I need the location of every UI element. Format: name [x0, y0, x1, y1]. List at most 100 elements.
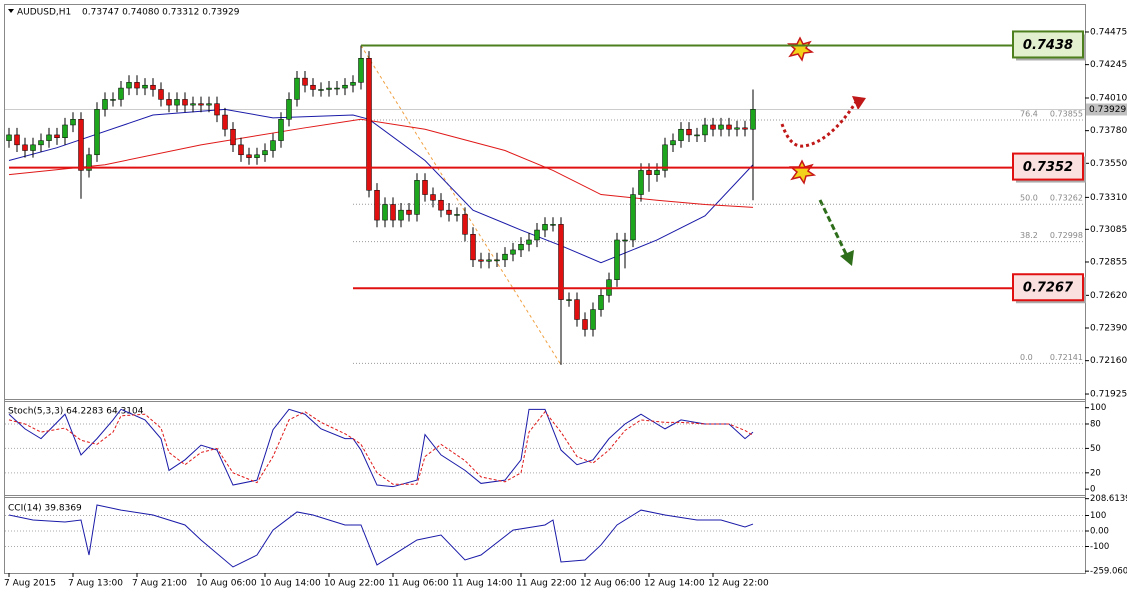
indicator-line — [8, 410, 754, 485]
level-label: 0.7267 — [1023, 281, 1074, 296]
fib-level: 0.0 — [1020, 353, 1033, 362]
candle-body — [118, 87, 124, 100]
candle-body — [94, 109, 100, 156]
down-arrow — [818, 199, 848, 255]
candle-body — [214, 103, 220, 116]
candle-body — [318, 89, 324, 91]
x-tick-label: 7 Aug 2015 — [4, 579, 56, 589]
candle-body — [454, 214, 460, 216]
candle-body — [614, 239, 620, 280]
candle-body — [278, 119, 284, 141]
fib-level: 38.2 — [1020, 231, 1038, 240]
candle-body — [694, 134, 700, 137]
candle-body — [246, 154, 252, 158]
candle-body — [630, 194, 636, 241]
indicator-line — [8, 504, 754, 568]
y-tick-label: -259.0600 — [1090, 567, 1127, 577]
candle-body — [574, 299, 580, 320]
symbol: AUDUSD,H1 — [17, 8, 71, 18]
y-tick-label: 0.71925 — [1090, 390, 1127, 400]
candle-body — [542, 224, 548, 231]
candle-body — [14, 134, 20, 146]
y-tick-label: 208.6139 — [1090, 494, 1127, 504]
candle-body — [478, 259, 484, 262]
candle-body — [30, 144, 36, 151]
candle-body — [702, 124, 708, 136]
candle-body — [310, 84, 316, 90]
indicator-line — [8, 118, 754, 208]
candle-body — [462, 214, 468, 235]
candle-body — [654, 170, 660, 175]
candle-body — [174, 99, 180, 106]
up-arrowhead — [852, 96, 866, 110]
level-label: 0.7438 — [1023, 38, 1073, 53]
candle-body — [550, 224, 556, 226]
level-box-bg — [1012, 152, 1084, 181]
candle-body — [238, 144, 244, 156]
candle-body — [126, 82, 132, 89]
candle-body — [190, 103, 196, 106]
candle-body — [374, 190, 380, 221]
y-tick-label: 0.74475 — [1090, 27, 1127, 37]
candle-body — [406, 209, 412, 215]
x-tick-label: 12 Aug 22:00 — [708, 579, 769, 589]
candle-body — [54, 134, 60, 139]
candle-body — [294, 77, 300, 100]
candle-body — [534, 229, 540, 241]
candle-body — [38, 140, 44, 146]
fib-value: 0.72141 — [1050, 353, 1083, 362]
y-tick-label: 50 — [1090, 444, 1101, 454]
candle-body — [70, 119, 76, 126]
y-tick-label: 0 — [1090, 485, 1095, 495]
candle-body — [526, 239, 532, 245]
candle-body — [726, 124, 732, 130]
candle-body — [686, 128, 692, 136]
candle-body — [382, 204, 388, 221]
candle-body — [166, 99, 172, 106]
x-tick-label: 10 Aug 06:00 — [196, 579, 257, 589]
indicator-line — [8, 108, 754, 264]
annotations — [780, 36, 866, 266]
fib-level: 76.4 — [1020, 110, 1038, 119]
candle-body — [742, 127, 748, 130]
level-box: 0.7352 — [1012, 152, 1086, 183]
y-tick-label: -100 — [1090, 542, 1109, 552]
y-tick-label: 0.73780 — [1090, 126, 1127, 136]
candle-body — [198, 103, 204, 106]
stoch-title: Stoch(5,3,3) 64.2283 64.3104 — [8, 407, 144, 417]
x-tick-label: 12 Aug 06:00 — [580, 579, 641, 589]
candle-body — [414, 180, 420, 215]
y-tick-label: 20 — [1090, 468, 1101, 478]
candle-body — [230, 128, 236, 146]
candle-body — [566, 299, 572, 301]
candle-body — [398, 209, 404, 221]
y-tick-label: 0.74245 — [1090, 60, 1127, 70]
candle-body — [142, 84, 148, 89]
candle-body — [670, 140, 676, 146]
candle-body — [78, 119, 84, 171]
y-tick-label: 0.72855 — [1090, 257, 1127, 267]
candle-body — [254, 154, 260, 158]
candle-body — [102, 99, 108, 110]
fib-value: 0.73262 — [1050, 194, 1083, 203]
last-price-tag — [1086, 103, 1127, 116]
candle-body — [438, 199, 444, 211]
x-tick-label: 11 Aug 22:00 — [516, 579, 577, 589]
candle-body — [46, 134, 52, 141]
level-label: 0.7352 — [1023, 160, 1073, 175]
candle-body — [486, 259, 492, 262]
candle-body — [358, 57, 364, 83]
level-box: 0.7438 — [1012, 30, 1086, 61]
cci-title: CCI(14) 39.8369 — [8, 504, 82, 514]
star — [786, 36, 815, 62]
candle-body — [430, 194, 436, 201]
candle-body — [262, 150, 268, 156]
x-tick-label: 7 Aug 13:00 — [68, 579, 123, 589]
candle-body — [206, 103, 212, 106]
fib-diagonal — [360, 45, 562, 366]
candle-body — [470, 234, 476, 261]
candle-body — [558, 224, 564, 300]
candle-body — [646, 170, 652, 175]
candle-body — [334, 87, 340, 90]
